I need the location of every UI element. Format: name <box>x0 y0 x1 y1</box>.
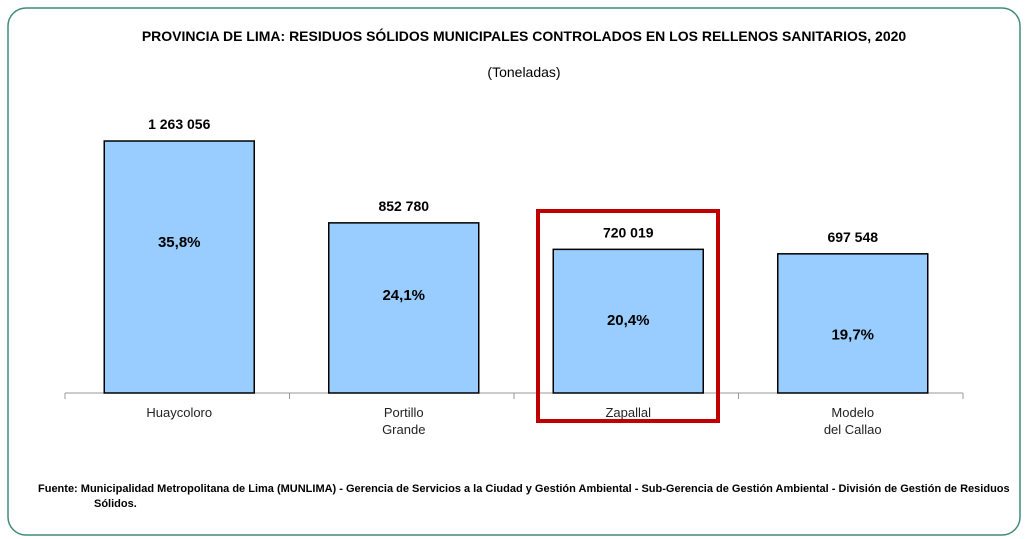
percentage-label: 19,7% <box>831 326 874 343</box>
value-label: 697 548 <box>827 229 878 245</box>
value-label: 1 263 056 <box>148 116 210 132</box>
x-tick-label: Zapallal <box>605 405 652 420</box>
x-tick-label: Portillo Grande <box>382 405 426 437</box>
bar <box>552 248 704 394</box>
source-note: Fuente: Municipalidad Metropolitana de L… <box>38 483 1010 510</box>
percentage-label: 20,4% <box>607 312 650 329</box>
frame <box>7 7 1021 536</box>
bar <box>328 222 480 394</box>
chart-title: PROVINCIA DE LIMA: RESIDUOS SÓLIDOS MUNI… <box>141 28 907 44</box>
value-label: 852 780 <box>378 198 429 214</box>
x-tick-label: Huaycoloro <box>146 405 213 420</box>
highlight-box <box>536 209 720 423</box>
value-label: 720 019 <box>603 224 654 240</box>
bar <box>103 140 255 394</box>
bar <box>777 253 929 394</box>
percentage-label: 35,8% <box>158 234 201 251</box>
x-tick-label: Modelo del Callao <box>823 405 882 437</box>
chart-subtitle: (Toneladas) <box>487 64 561 80</box>
percentage-label: 24,1% <box>382 287 425 304</box>
